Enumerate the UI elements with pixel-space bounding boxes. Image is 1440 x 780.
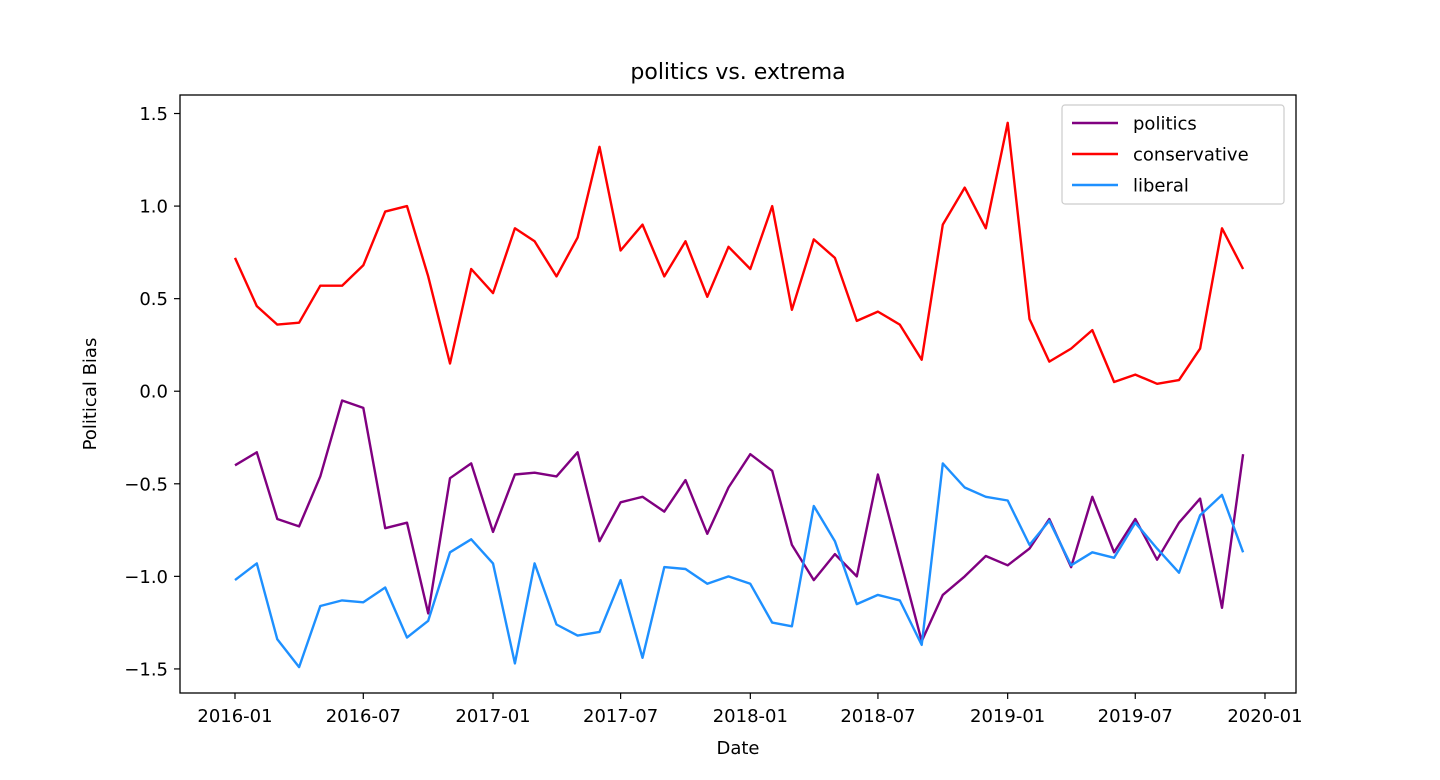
legend: politics conservative liberal xyxy=(1061,104,1285,205)
x-tick-label: 2016-01 xyxy=(197,706,272,727)
y-tick-label: 1.5 xyxy=(139,104,168,125)
legend-label-liberal: liberal xyxy=(1133,176,1189,197)
x-tick-label: 2017-07 xyxy=(583,706,658,727)
plot-area xyxy=(233,121,1245,669)
series-line-liberal xyxy=(234,462,1245,669)
y-tick-label: −1.0 xyxy=(124,567,168,588)
series-line-conservative xyxy=(233,121,1245,385)
y-tick-label: −0.5 xyxy=(124,474,168,495)
x-tick-label: 2018-07 xyxy=(840,706,915,727)
axis-ticks: 2016-01 2016-07 2017-01 2017-07 2018-01 2018-… xyxy=(124,104,1302,727)
y-tick-label: 1.0 xyxy=(139,197,168,218)
plot-frame xyxy=(179,94,1297,694)
x-tick-label: 2018-01 xyxy=(713,706,788,727)
y-tick-label: 0.5 xyxy=(139,289,168,310)
y-tick-label: 0.0 xyxy=(139,382,168,403)
y-axis-label: Political Bias xyxy=(80,338,101,451)
x-tick-label: 2019-01 xyxy=(970,706,1045,727)
x-tick-label: 2019-07 xyxy=(1098,706,1173,727)
series-line-politics xyxy=(234,399,1245,643)
x-axis-label: Date xyxy=(716,738,759,759)
chart-title: politics vs. extrema xyxy=(630,60,845,85)
x-tick-label: 2016-07 xyxy=(326,706,401,727)
legend-label-conservative: conservative xyxy=(1133,145,1249,166)
x-tick-label: 2020-01 xyxy=(1227,706,1302,727)
y-tick-label: −1.5 xyxy=(124,659,168,680)
legend-label-politics: politics xyxy=(1133,114,1197,135)
legend-box xyxy=(1061,104,1285,205)
x-tick-label: 2017-01 xyxy=(455,706,530,727)
